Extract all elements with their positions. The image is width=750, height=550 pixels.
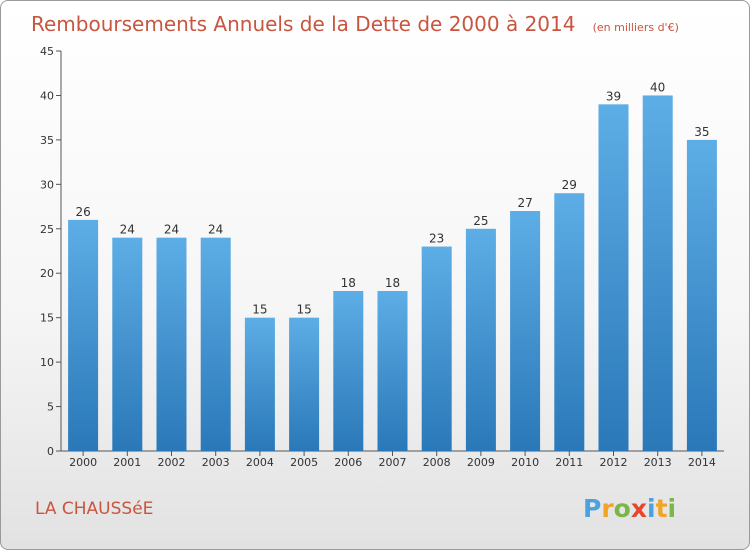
bar	[156, 237, 187, 451]
logo-letter: i	[647, 494, 656, 523]
bar	[68, 219, 99, 451]
data-label: 15	[252, 303, 267, 317]
y-tick-label: 20	[40, 267, 54, 280]
data-label: 18	[341, 276, 356, 290]
chart-title: Remboursements Annuels de la Dette de 20…	[31, 12, 575, 36]
logo-letter: P	[583, 494, 601, 523]
data-label: 24	[120, 223, 135, 237]
data-label: 29	[562, 178, 577, 192]
y-tick-label: 30	[40, 178, 54, 191]
x-tick-label: 2007	[379, 456, 407, 469]
data-label: 40	[650, 80, 665, 94]
data-label: 25	[473, 214, 488, 228]
bar	[244, 317, 275, 451]
bar	[642, 95, 673, 451]
data-label: 35	[694, 125, 709, 139]
bar	[333, 291, 364, 451]
x-tick-label: 2002	[158, 456, 186, 469]
x-tick-label: 2005	[290, 456, 318, 469]
chart-unit: (en milliers d'€)	[593, 21, 679, 34]
bar	[686, 139, 717, 451]
bar	[112, 237, 143, 451]
bar	[200, 237, 231, 451]
y-tick-label: 35	[40, 134, 54, 147]
place-name: LA CHAUSSéE	[35, 499, 153, 519]
x-tick-label: 2013	[644, 456, 672, 469]
data-label: 15	[296, 303, 311, 317]
axes: 0 5 10 15 20 25 30 35 40 45 2000 2001 2002 2003 2004 20…	[40, 45, 724, 469]
x-tick-label: 2014	[688, 456, 716, 469]
data-label: 27	[517, 196, 532, 210]
proxiti-logo: Proxiti	[583, 494, 676, 523]
x-tick-label: 2003	[202, 456, 230, 469]
data-label: 26	[75, 205, 90, 219]
bar	[289, 317, 320, 451]
y-tick-label: 0	[47, 445, 54, 458]
chart-title-group: Remboursements Annuels de la Dette de 20…	[31, 12, 679, 36]
y-tick-label: 10	[40, 356, 54, 369]
bar	[598, 104, 629, 451]
data-label: 24	[208, 223, 223, 237]
y-tick-label: 5	[47, 401, 54, 414]
bars: 26 24 24 24 15 15 18 18 23 25 27 29 39 40 35	[68, 80, 717, 451]
x-tick-label: 2006	[334, 456, 362, 469]
y-tick-label: 25	[40, 223, 54, 236]
x-tick-label: 2011	[555, 456, 583, 469]
logo-letter: x	[631, 494, 647, 523]
bar	[554, 193, 585, 451]
x-tick-label: 2001	[113, 456, 141, 469]
y-tick-label: 15	[40, 312, 54, 325]
logo-letter: o	[614, 494, 631, 523]
logo-letter: i	[668, 494, 677, 523]
data-label: 39	[606, 89, 621, 103]
logo-letter: r	[601, 494, 614, 523]
x-tick-label: 2008	[423, 456, 451, 469]
x-tick-label: 2000	[69, 456, 97, 469]
y-tick-label: 45	[40, 45, 54, 58]
data-label: 23	[429, 232, 444, 246]
x-tick-label: 2004	[246, 456, 274, 469]
bar	[510, 211, 541, 451]
x-tick-label: 2010	[511, 456, 539, 469]
logo-letter: t	[656, 494, 668, 523]
bar	[421, 246, 452, 451]
data-label: 24	[164, 223, 179, 237]
bar	[465, 228, 496, 451]
bar	[377, 291, 408, 451]
y-tick-label: 40	[40, 89, 54, 102]
x-tick-label: 2009	[467, 456, 495, 469]
x-tick-label: 2012	[600, 456, 628, 469]
data-label: 18	[385, 276, 400, 290]
